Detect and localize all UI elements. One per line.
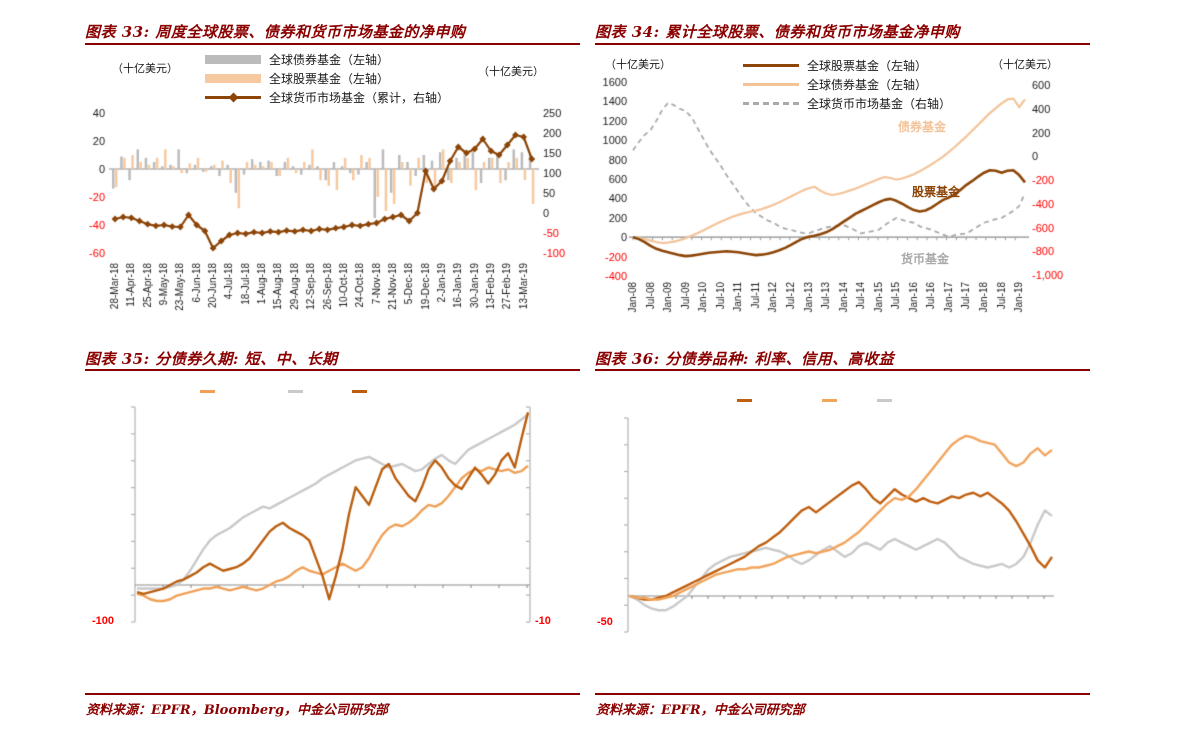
figure34-title-rule <box>595 43 1090 45</box>
figure36-plot-canvas <box>595 375 1090 645</box>
figure34-right-unit: （十亿美元） <box>992 59 1058 71</box>
source-left: 资料来源：EPFR，Bloomberg，中金公司研究部 <box>86 703 389 718</box>
source-right: 资料来源：EPFR，中金公司研究部 <box>596 703 805 718</box>
legend-item-equity-line: 全球股票基金（左轴） <box>743 59 951 73</box>
figure33-title: 图表 33: 周度全球股票、债券和货币市场基金的净申购 <box>85 23 466 41</box>
equity-bar-swatch-icon <box>205 74 261 83</box>
legend-item-equity-bars: 全球股票基金（左轴） <box>205 72 449 86</box>
figure35-title: 图表 35: 分债券久期: 短、中、长期 <box>85 350 338 368</box>
figure35-title-rule <box>85 369 580 371</box>
figure36-title-rule <box>595 369 1090 371</box>
legend-item-bond-bars: 全球债券基金（左轴） <box>205 53 449 67</box>
figure36-left-bottom-tick: -50 <box>597 616 613 628</box>
figure33-title-rule <box>85 43 580 45</box>
figure35-left-bottom-tick: -100 <box>92 615 115 627</box>
bond-bar-swatch-icon <box>205 55 261 64</box>
legend-label: 全球股票基金（左轴） <box>807 59 928 73</box>
figure33-right-unit: （十亿美元） <box>478 66 544 78</box>
money-fund-annotation: 货币基金 <box>901 252 950 266</box>
legend-label: 全球股票基金（左轴） <box>269 72 390 86</box>
figure35-right-bottom-tick: -10 <box>535 615 551 627</box>
figure33-plot-canvas <box>85 88 580 338</box>
bond-fund-annotation: 债券基金 <box>898 120 947 134</box>
figure33-left-unit: （十亿美元） <box>112 63 178 75</box>
figure35-source-rule <box>85 693 580 695</box>
figure36-title: 图表 36: 分债券品种: 利率、信用、高收益 <box>595 350 895 368</box>
figure36-source-rule <box>595 693 1090 695</box>
equity-fund-annotation: 股票基金 <box>912 185 961 199</box>
figure34-title: 图表 34: 累计全球股票、债券和货币市场基金净申购 <box>595 23 960 41</box>
figure35-plot-canvas <box>85 375 580 645</box>
figure34-plot-canvas <box>595 76 1090 338</box>
equity-line-swatch-icon <box>743 64 799 67</box>
legend-label: 全球债券基金（左轴） <box>269 53 390 67</box>
figure34-left-unit: （十亿美元） <box>605 59 671 71</box>
